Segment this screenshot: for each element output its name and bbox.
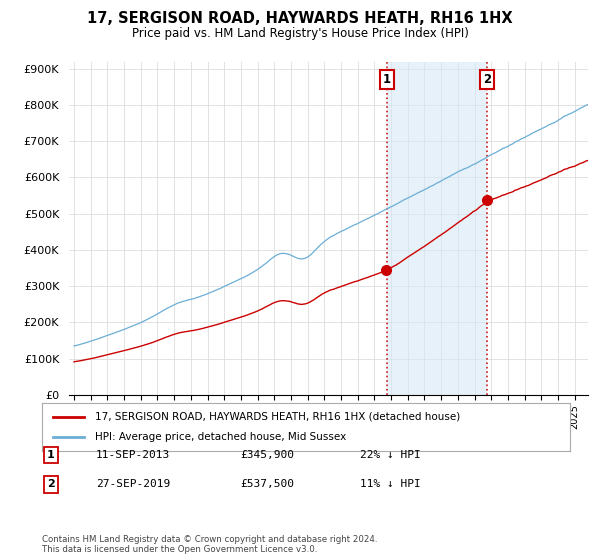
Text: £537,500: £537,500	[240, 479, 294, 489]
Text: 11% ↓ HPI: 11% ↓ HPI	[360, 479, 421, 489]
Text: 1: 1	[383, 73, 391, 86]
Text: Price paid vs. HM Land Registry's House Price Index (HPI): Price paid vs. HM Land Registry's House …	[131, 27, 469, 40]
Text: HPI: Average price, detached house, Mid Sussex: HPI: Average price, detached house, Mid …	[95, 432, 346, 442]
Text: 1: 1	[47, 450, 55, 460]
Text: £345,900: £345,900	[240, 450, 294, 460]
Text: Contains HM Land Registry data © Crown copyright and database right 2024.
This d: Contains HM Land Registry data © Crown c…	[42, 535, 377, 554]
Text: 17, SERGISON ROAD, HAYWARDS HEATH, RH16 1HX: 17, SERGISON ROAD, HAYWARDS HEATH, RH16 …	[87, 11, 513, 26]
Text: 17, SERGISON ROAD, HAYWARDS HEATH, RH16 1HX (detached house): 17, SERGISON ROAD, HAYWARDS HEATH, RH16 …	[95, 412, 460, 422]
Text: 22% ↓ HPI: 22% ↓ HPI	[360, 450, 421, 460]
Text: 27-SEP-2019: 27-SEP-2019	[96, 479, 170, 489]
Text: 2: 2	[483, 73, 491, 86]
Text: 11-SEP-2013: 11-SEP-2013	[96, 450, 170, 460]
Text: 2: 2	[47, 479, 55, 489]
Bar	[387, 62, 487, 395]
